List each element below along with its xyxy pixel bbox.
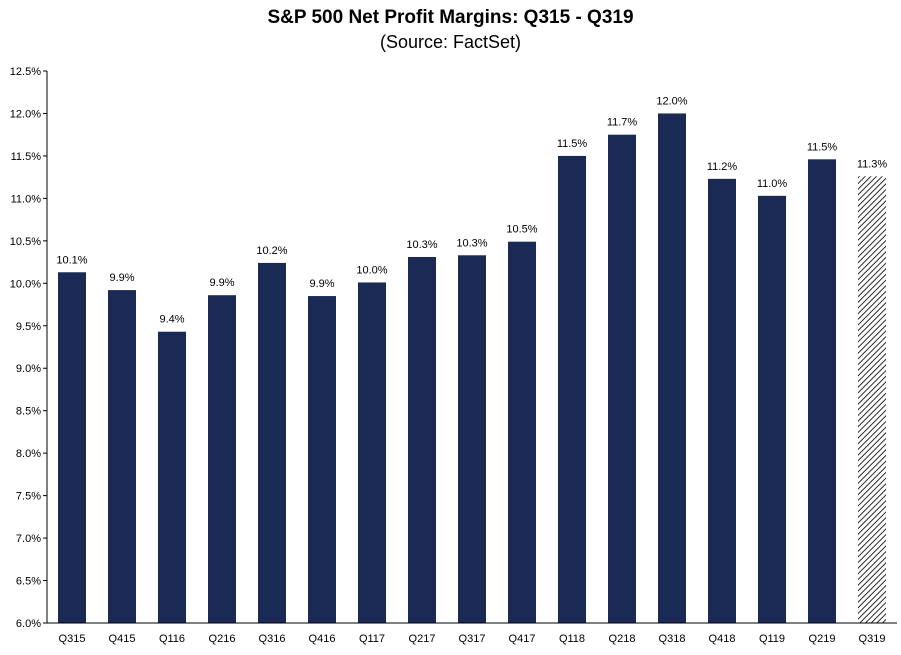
- x-tick-label: Q218: [609, 633, 636, 645]
- bar-q219: [808, 159, 836, 623]
- x-tick-label: Q319: [859, 633, 886, 645]
- y-tick-label: 8.0%: [16, 448, 41, 460]
- x-tick-label: Q316: [259, 633, 286, 645]
- data-label: 10.3%: [406, 239, 437, 251]
- data-label: 11.0%: [757, 178, 788, 190]
- x-tick-label: Q216: [209, 633, 236, 645]
- data-label: 11.5%: [557, 138, 588, 150]
- y-tick-label: 9.5%: [16, 321, 41, 333]
- data-label: 10.0%: [356, 264, 387, 276]
- bar-q415: [108, 290, 136, 623]
- y-tick-label: 11.5%: [11, 151, 42, 163]
- data-label: 10.2%: [256, 245, 287, 257]
- y-tick-label: 9.0%: [16, 363, 41, 375]
- y-tick-label: 12.0%: [10, 108, 41, 120]
- y-tick-label: 7.5%: [16, 491, 41, 503]
- bar-q218: [608, 134, 636, 623]
- data-label: 10.1%: [56, 254, 87, 266]
- bar-estimate-q319: [858, 176, 886, 623]
- x-tick-label: Q217: [409, 633, 436, 645]
- x-tick-label: Q318: [659, 633, 686, 645]
- y-tick-label: 6.0%: [16, 618, 41, 630]
- y-tick-label: 7.0%: [16, 533, 41, 545]
- y-tick-label: 10.5%: [10, 236, 41, 248]
- y-tick-label: 6.5%: [16, 576, 41, 588]
- x-tick-label: Q118: [559, 633, 585, 645]
- x-tick-label: Q416: [309, 633, 336, 645]
- x-tick-label: Q117: [359, 633, 385, 645]
- bar-q119: [758, 195, 786, 624]
- chart-title: S&P 500 Net Profit Margins: Q315 - Q319: [267, 7, 634, 28]
- bar-q418: [708, 178, 736, 624]
- data-label: 9.9%: [309, 278, 334, 290]
- y-tick-label: 11.0%: [11, 193, 42, 205]
- bar-q117: [358, 282, 386, 623]
- x-tick-label: Q415: [109, 633, 136, 645]
- data-label: 10.3%: [456, 237, 487, 249]
- data-label: 11.2%: [707, 161, 738, 173]
- bar-q216: [208, 295, 236, 623]
- title-block: S&P 500 Net Profit Margins: Q315 - Q319 …: [0, 6, 901, 54]
- data-label: 9.9%: [109, 272, 134, 284]
- bar-q116: [158, 331, 186, 623]
- x-axis: Q315 Q415 Q116 Q216 Q316 Q416 Q117 Q217 Q317 Q417…: [47, 622, 897, 645]
- bar-q315: [58, 272, 86, 623]
- bars: 10.1% 9.9% 9.4% 9.9% 10.2% 9.9% 10.0% 10.3% 10.3…: [56, 95, 888, 624]
- data-label: 9.9%: [209, 277, 234, 289]
- bar-q417: [508, 241, 536, 624]
- chart-subtitle: (Source: FactSet): [379, 32, 522, 52]
- x-tick-label: Q317: [459, 633, 486, 645]
- bar-q217: [408, 256, 436, 623]
- bar-q317: [458, 255, 486, 623]
- data-label: 11.7%: [607, 117, 638, 129]
- x-tick-label: Q418: [709, 633, 736, 645]
- data-label: 9.4%: [159, 314, 184, 326]
- y-axis: 6.0% 6.5% 7.0% 7.5% 8.0% 8.5% 9.0% 9.5% 10.0% 10.…: [10, 66, 48, 630]
- bar-q416: [308, 296, 336, 623]
- data-label: 11.3%: [857, 158, 888, 170]
- x-tick-label: Q116: [159, 633, 185, 645]
- x-tick-label: Q315: [59, 633, 86, 645]
- x-tick-label: Q219: [809, 633, 836, 645]
- data-label: 11.5%: [807, 141, 838, 153]
- bar-q318: [658, 113, 686, 623]
- bar-q118: [558, 155, 586, 623]
- data-label: 10.5%: [506, 224, 537, 236]
- bar-q316: [258, 262, 286, 623]
- x-tick-label: Q417: [509, 633, 536, 645]
- y-tick-label: 8.5%: [16, 406, 41, 418]
- data-label: 12.0%: [656, 95, 687, 107]
- y-tick-label: 10.0%: [10, 278, 41, 290]
- y-tick-label: 12.5%: [10, 66, 41, 78]
- x-tick-label: Q119: [759, 633, 785, 645]
